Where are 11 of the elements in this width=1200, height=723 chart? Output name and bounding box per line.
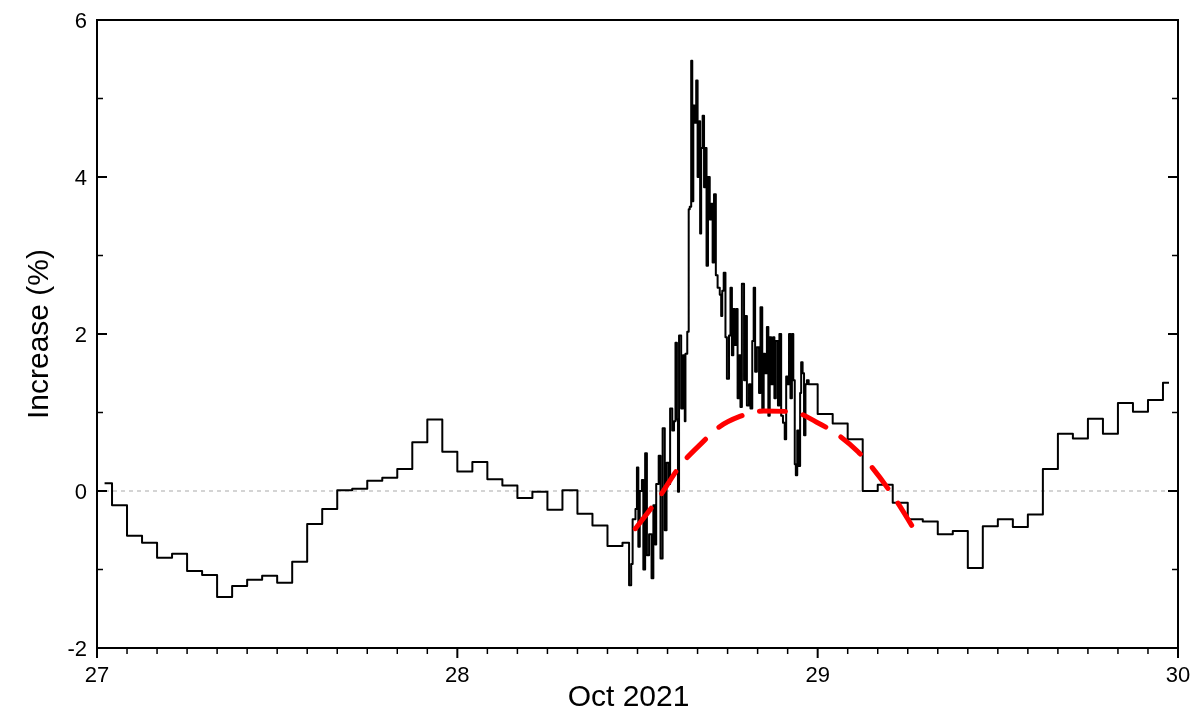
y-tick-label: 2 [74,321,87,347]
y-tick-label: 0 [74,478,87,504]
y-tick-label: 6 [74,7,87,33]
x-tick-label: 30 [1165,662,1191,687]
x-tick-label: 27 [84,662,110,687]
x-tick-label: 28 [445,662,470,687]
x-axis-title: Oct 2021 [567,679,690,712]
x-tick-label: 29 [805,662,830,687]
y-tick-label: -2 [67,635,87,661]
y-tick-label: 4 [74,164,87,190]
y-axis-title: Increase (%) [21,248,54,420]
